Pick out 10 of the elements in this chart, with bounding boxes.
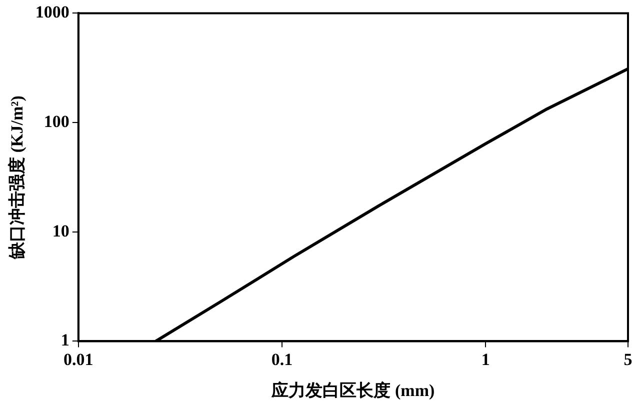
y-tick-label: 100 (44, 112, 70, 131)
x-tick-label: 1 (481, 350, 490, 369)
x-tick-label: 0.01 (64, 350, 94, 369)
y-tick-label: 1000 (35, 2, 70, 22)
x-axis-title: 应力发白区长度 (mm) (270, 381, 435, 400)
y-axis-title: 缺口冲击强度 (KJ/m²) (8, 96, 27, 260)
x-tick-label: 0.1 (271, 350, 293, 369)
y-tick-label: 10 (52, 221, 70, 240)
y-tick-label: 1 (60, 330, 70, 350)
x-tick-label: 5 (624, 350, 632, 369)
